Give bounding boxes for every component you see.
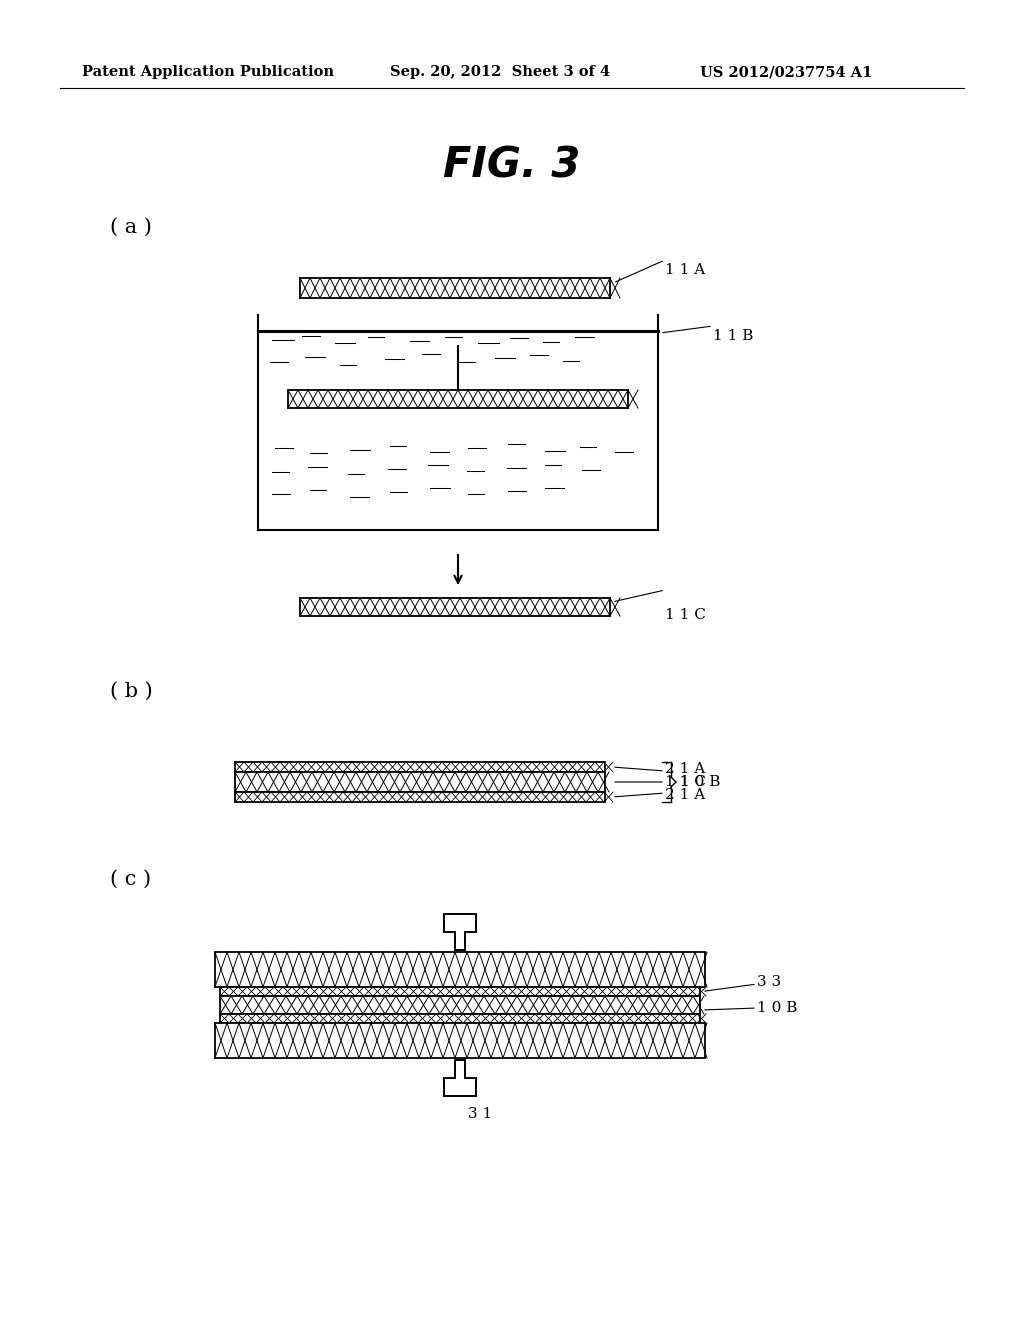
Text: ( c ): ( c ) — [110, 870, 152, 888]
Text: 1 0 B: 1 0 B — [680, 775, 720, 789]
Text: ( a ): ( a ) — [110, 218, 152, 238]
Bar — [300, 598, 610, 616]
Text: ( b ): ( b ) — [110, 682, 153, 701]
Bar — [220, 987, 700, 997]
Bar — [300, 279, 610, 298]
Bar — [234, 762, 605, 772]
Bar — [215, 952, 705, 987]
Text: 3 3: 3 3 — [757, 975, 781, 989]
Polygon shape — [444, 913, 476, 950]
Text: Sep. 20, 2012  Sheet 3 of 4: Sep. 20, 2012 Sheet 3 of 4 — [390, 65, 610, 79]
Text: US 2012/0237754 A1: US 2012/0237754 A1 — [700, 65, 872, 79]
Polygon shape — [444, 1060, 476, 1096]
Text: 1 1 B: 1 1 B — [713, 329, 754, 343]
Bar — [234, 772, 605, 792]
Text: Patent Application Publication: Patent Application Publication — [82, 65, 334, 79]
Text: 1 1 C: 1 1 C — [665, 775, 706, 789]
Bar — [220, 997, 700, 1014]
Text: 3 1: 3 1 — [468, 1107, 493, 1121]
Bar — [288, 389, 628, 408]
Text: 1 1 C: 1 1 C — [665, 609, 706, 622]
Bar — [220, 1014, 700, 1023]
Text: 2 1 A: 2 1 A — [665, 762, 706, 776]
Text: 2 1 A: 2 1 A — [665, 788, 706, 803]
Text: 1 1 A: 1 1 A — [665, 263, 706, 277]
Bar — [234, 792, 605, 803]
Bar — [215, 1023, 705, 1059]
Text: FIG. 3: FIG. 3 — [443, 145, 581, 187]
Text: 1 0 B: 1 0 B — [757, 1001, 798, 1015]
